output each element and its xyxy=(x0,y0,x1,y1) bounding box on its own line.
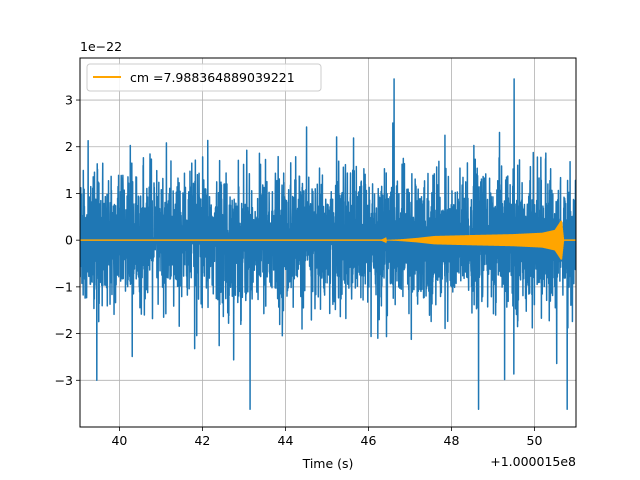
legend: cm =7.988364889039221 xyxy=(86,63,322,92)
series-layer xyxy=(80,78,576,410)
y-tick-label: −3 xyxy=(55,373,73,388)
x-tick-label: 44 xyxy=(278,433,294,448)
x-tick-label: 48 xyxy=(444,433,460,448)
x-tick-label: 50 xyxy=(527,433,543,448)
plot-frame xyxy=(79,57,577,428)
y-tick-label: 0 xyxy=(65,233,73,248)
x-tick-label: 40 xyxy=(111,433,127,448)
x-offset-label: +1.000015e8 xyxy=(490,454,576,469)
y-tick-label: −1 xyxy=(55,279,73,294)
ticks: 40 42 44 46 48 50 −3 −2 −1 0 1 2 3 xyxy=(55,93,543,448)
y-tick-label: −2 xyxy=(55,326,73,341)
x-tick-label: 42 xyxy=(194,433,210,448)
x-tick-label: 46 xyxy=(361,433,377,448)
legend-label: cm =7.988364889039221 xyxy=(130,70,295,85)
legend-box xyxy=(86,63,322,92)
y-tick-label: 1 xyxy=(65,186,73,201)
x-axis-label: Time (s) xyxy=(302,456,354,471)
chirp-series-line xyxy=(80,220,576,260)
y-scale-label: 1e−22 xyxy=(80,39,122,54)
y-tick-label: 2 xyxy=(65,139,73,154)
y-tick-label: 3 xyxy=(65,93,73,108)
